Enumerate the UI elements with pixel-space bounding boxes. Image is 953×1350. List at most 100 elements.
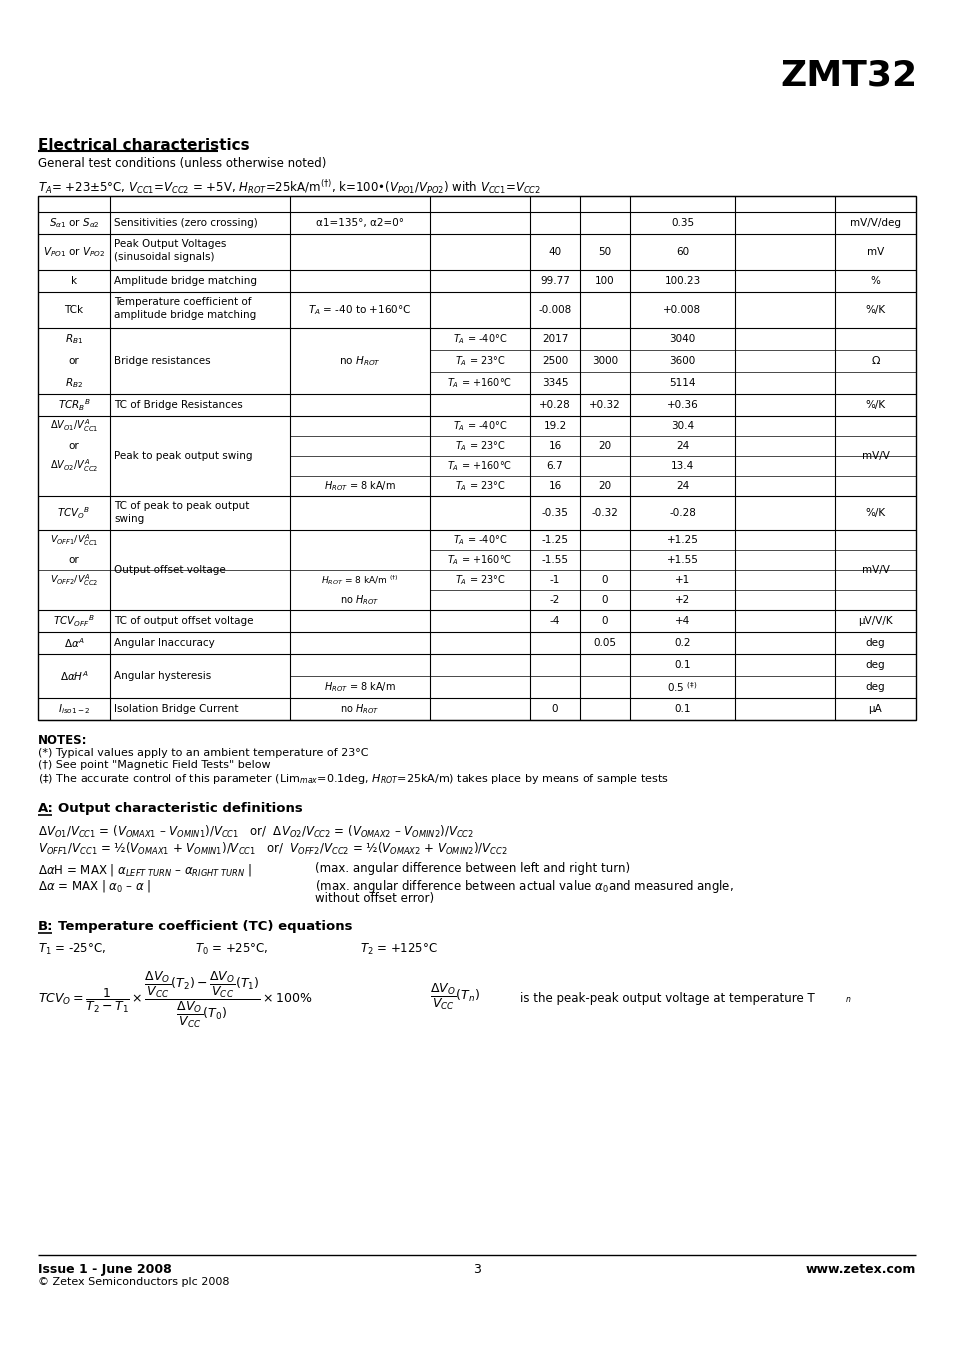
Text: Temperature coefficient (TC) equations: Temperature coefficient (TC) equations (58, 919, 352, 933)
Text: (†) See point "Magnetic Field Tests" below: (†) See point "Magnetic Field Tests" bel… (38, 760, 271, 770)
Text: TC of peak to peak output: TC of peak to peak output (113, 501, 249, 512)
Text: 5114: 5114 (669, 378, 695, 387)
Text: Sensitivities (zero crossing): Sensitivities (zero crossing) (113, 217, 257, 228)
Text: $\Delta V_{O1}/V_{CC1}^A$: $\Delta V_{O1}/V_{CC1}^A$ (50, 417, 98, 435)
Text: -0.008: -0.008 (537, 305, 571, 315)
Text: $\Delta\alpha$ = MAX | $\alpha_0$ – $\alpha$ |: $\Delta\alpha$ = MAX | $\alpha_0$ – $\al… (38, 878, 152, 894)
Text: $T_A$ = -40 to +160°C: $T_A$ = -40 to +160°C (308, 304, 411, 317)
Text: amplitude bridge matching: amplitude bridge matching (113, 310, 256, 320)
Text: $T_A$ = +160°C: $T_A$ = +160°C (447, 554, 512, 567)
Text: 16: 16 (548, 481, 561, 491)
Text: $T_A$ = -40°C: $T_A$ = -40°C (453, 418, 507, 433)
Text: $T_0$ = +25°C,: $T_0$ = +25°C, (194, 942, 269, 957)
Text: -1.55: -1.55 (541, 555, 568, 566)
Text: 3000: 3000 (591, 356, 618, 366)
Text: +0.008: +0.008 (662, 305, 700, 315)
Text: 50: 50 (598, 247, 611, 256)
Text: $\Delta V_{O1}/V_{CC1}$ = ($V_{OMAX1}$ – $V_{OMIN1}$)/$V_{CC1}$   or/  $\Delta V: $\Delta V_{O1}/V_{CC1}$ = ($V_{OMAX1}$ –… (38, 824, 474, 840)
Text: 24: 24 (675, 481, 688, 491)
Text: without offset error): without offset error) (314, 892, 434, 904)
Text: $V_{OFF1}/V_{CC1}$ = ½($V_{OMAX1}$ + $V_{OMIN1}$)/$V_{CC1}$   or/  $V_{OFF2}/V_{: $V_{OFF1}/V_{CC1}$ = ½($V_{OMAX1}$ + $V_… (38, 841, 507, 857)
Text: -2: -2 (549, 595, 559, 605)
Text: 16: 16 (548, 441, 561, 451)
Text: Peak Output Voltages: Peak Output Voltages (113, 239, 226, 248)
Text: $S_{\alpha1}$ or $S_{\alpha2}$: $S_{\alpha1}$ or $S_{\alpha2}$ (49, 216, 99, 230)
Text: 19.2: 19.2 (543, 421, 566, 431)
Text: mV: mV (866, 247, 883, 256)
Text: $\Delta\alpha^A$: $\Delta\alpha^A$ (64, 636, 85, 649)
Text: Electrical characteristics: Electrical characteristics (38, 138, 250, 153)
Text: 0.1: 0.1 (674, 703, 690, 714)
Text: ZMT32: ZMT32 (780, 58, 916, 92)
Text: $T_A$ = -40°C: $T_A$ = -40°C (453, 332, 507, 346)
Text: mV/V/deg: mV/V/deg (849, 217, 900, 228)
Text: 2500: 2500 (541, 356, 568, 366)
Text: 3040: 3040 (669, 333, 695, 344)
Text: $T_A$ = +160°C: $T_A$ = +160°C (447, 377, 512, 390)
Text: $T_A$ = 23°C: $T_A$ = 23°C (455, 439, 505, 452)
Text: Output characteristic definitions: Output characteristic definitions (58, 802, 302, 815)
Text: A:: A: (38, 802, 53, 815)
Text: +1: +1 (674, 575, 689, 585)
Text: 0.2: 0.2 (674, 639, 690, 648)
Text: TC of Bridge Resistances: TC of Bridge Resistances (113, 400, 242, 410)
Text: Isolation Bridge Current: Isolation Bridge Current (113, 703, 238, 714)
Text: $\Delta\alpha H^A$: $\Delta\alpha H^A$ (59, 670, 89, 683)
Text: NOTES:: NOTES: (38, 734, 88, 747)
Text: 30.4: 30.4 (670, 421, 694, 431)
Text: +0.28: +0.28 (538, 400, 570, 410)
Text: $V_{OFF1}/V_{CC1}^A$: $V_{OFF1}/V_{CC1}^A$ (50, 532, 98, 548)
Text: 40: 40 (548, 247, 561, 256)
Text: (‡) The accurate control of this parameter (Lim$_{max}$=0.1deg, $H_{ROT}$=25kA/m: (‡) The accurate control of this paramet… (38, 772, 668, 786)
Text: -0.32: -0.32 (591, 508, 618, 518)
Text: © Zetex Semiconductors plc 2008: © Zetex Semiconductors plc 2008 (38, 1277, 230, 1287)
Text: Amplitude bridge matching: Amplitude bridge matching (113, 275, 256, 286)
Text: 3600: 3600 (669, 356, 695, 366)
Text: $R_{B1}$: $R_{B1}$ (65, 332, 83, 346)
Text: 20: 20 (598, 481, 611, 491)
Text: TC of output offset voltage: TC of output offset voltage (113, 616, 253, 626)
Text: $T_A$ = 23°C: $T_A$ = 23°C (455, 479, 505, 493)
Text: $T_2$ = +125°C: $T_2$ = +125°C (359, 942, 437, 957)
Text: is the peak-peak output voltage at temperature T: is the peak-peak output voltage at tempe… (519, 992, 814, 1004)
Text: 0: 0 (601, 616, 608, 626)
Text: no $H_{ROT}$: no $H_{ROT}$ (340, 593, 379, 608)
Text: μV/V/K: μV/V/K (858, 616, 892, 626)
Text: TCk: TCk (65, 305, 84, 315)
Text: $TCV_O = \dfrac{1}{T_2-T_1} \times \dfrac{\dfrac{\Delta V_O}{V_{CC}}(T_2) - \dfr: $TCV_O = \dfrac{1}{T_2-T_1} \times \dfra… (38, 971, 313, 1030)
Text: 20: 20 (598, 441, 611, 451)
Text: Temperature coefficient of: Temperature coefficient of (113, 297, 252, 306)
Text: $\dfrac{\Delta V_O}{V_{CC}}(T_n)$: $\dfrac{\Delta V_O}{V_{CC}}(T_n)$ (430, 981, 479, 1012)
Text: (max. angular difference between left and right turn): (max. angular difference between left an… (314, 863, 630, 875)
Text: 60: 60 (676, 247, 688, 256)
Text: +1.25: +1.25 (666, 535, 698, 545)
Text: %: % (870, 275, 880, 286)
Text: Issue 1 - June 2008: Issue 1 - June 2008 (38, 1264, 172, 1276)
Text: -4: -4 (549, 616, 559, 626)
Text: %/K: %/K (864, 508, 884, 518)
Text: (sinusoidal signals): (sinusoidal signals) (113, 252, 214, 262)
Text: General test conditions (unless otherwise noted): General test conditions (unless otherwis… (38, 157, 326, 170)
Text: 99.77: 99.77 (539, 275, 569, 286)
Text: $T_A$ = 23°C: $T_A$ = 23°C (455, 574, 505, 587)
Text: Ω: Ω (870, 356, 879, 366)
Text: +4: +4 (674, 616, 689, 626)
Text: $T_A$= +23±5°C, $V_{CC1}$=$V_{CC2}$ = +5V, $H_{ROT}$=25kA/m$^{(†)}$, k=100•($V_{: $T_A$= +23±5°C, $V_{CC1}$=$V_{CC2}$ = +5… (38, 178, 540, 196)
Text: 100: 100 (595, 275, 614, 286)
Text: $T_A$ = 23°C: $T_A$ = 23°C (455, 354, 505, 369)
Text: 13.4: 13.4 (670, 460, 694, 471)
Text: no $H_{ROT}$: no $H_{ROT}$ (340, 702, 379, 716)
Text: deg: deg (864, 639, 884, 648)
Text: $T_A$ = +160°C: $T_A$ = +160°C (447, 459, 512, 472)
Text: $H_{ROT}$ = 8 kA/m $^{(†)}$: $H_{ROT}$ = 8 kA/m $^{(†)}$ (321, 572, 398, 587)
Text: +0.36: +0.36 (666, 400, 698, 410)
Text: $T_A$ = -40°C: $T_A$ = -40°C (453, 533, 507, 547)
Text: $TCR_B{}^B$: $TCR_B{}^B$ (57, 397, 91, 413)
Text: 3: 3 (473, 1264, 480, 1276)
Text: www.zetex.com: www.zetex.com (804, 1264, 915, 1276)
Text: +0.32: +0.32 (589, 400, 620, 410)
Text: or: or (69, 441, 79, 451)
Text: Angular hysteresis: Angular hysteresis (113, 671, 211, 680)
Text: $V_{OFF2}/V_{CC2}^A$: $V_{OFF2}/V_{CC2}^A$ (50, 572, 98, 587)
Text: $TCV_O{}^B$: $TCV_O{}^B$ (57, 505, 91, 521)
